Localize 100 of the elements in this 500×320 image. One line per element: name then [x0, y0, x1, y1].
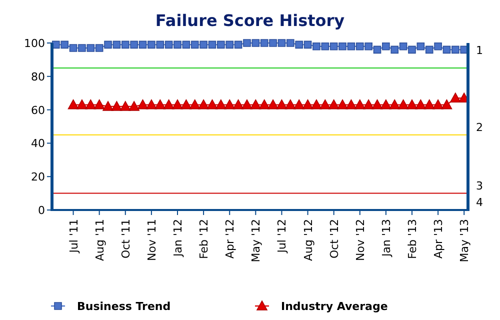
point: [364, 42, 372, 50]
point: [320, 99, 331, 110]
point: [224, 99, 236, 110]
y-tick-label: 20: [31, 170, 45, 184]
point: [425, 46, 434, 54]
point: [294, 99, 304, 110]
y-tick-label: 80: [31, 70, 45, 84]
point: [94, 99, 105, 110]
point: [102, 101, 114, 111]
x-tick-label: May '12: [250, 219, 263, 262]
x-tick-label: Aug '11: [93, 219, 106, 261]
point: [321, 42, 330, 50]
point: [85, 99, 96, 110]
chart-title: Failure Score History: [155, 11, 346, 30]
point: [382, 42, 390, 50]
legend-label: Industry Average: [281, 300, 388, 313]
point: [346, 99, 357, 110]
point: [337, 99, 348, 110]
point: [95, 44, 104, 52]
point: [276, 99, 288, 110]
point: [104, 40, 112, 49]
x-tick-label: Nov '11: [145, 219, 158, 261]
point: [200, 40, 208, 49]
point: [216, 99, 226, 110]
point: [398, 99, 409, 110]
point: [208, 40, 216, 49]
point: [389, 99, 400, 110]
x-tick-label: Nov '12: [354, 219, 367, 261]
y-tick-label: 60: [31, 104, 45, 117]
x-tick-label: Oct '12: [328, 219, 341, 259]
point: [146, 99, 157, 110]
point: [330, 42, 338, 50]
point: [260, 39, 268, 47]
point: [76, 99, 88, 110]
x-tick-label: May '13: [458, 219, 472, 262]
point: [311, 99, 322, 110]
point: [415, 99, 426, 110]
point: [452, 46, 460, 54]
point: [226, 40, 234, 49]
x-tick-label: Aug '12: [302, 219, 315, 261]
point: [130, 40, 138, 49]
point: [284, 99, 296, 110]
text: 1: [476, 44, 483, 58]
point: [232, 99, 244, 110]
point: [163, 99, 174, 110]
point: [380, 99, 392, 110]
point: [60, 40, 68, 49]
x-tick-label: Jan '13: [380, 219, 393, 258]
point: [302, 99, 314, 110]
point: [121, 40, 130, 49]
point: [190, 40, 199, 49]
point: [312, 42, 320, 50]
x-tick-label: Jul '12: [276, 219, 289, 254]
point: [258, 99, 270, 110]
legend-label: Business Trend: [77, 300, 171, 313]
point: [243, 39, 251, 47]
x-tick-label: Apr '13: [432, 219, 446, 259]
point: [120, 101, 131, 111]
point: [408, 46, 416, 54]
point: [347, 42, 356, 50]
point: [182, 40, 190, 49]
point: [373, 46, 382, 54]
text: 4: [476, 196, 483, 209]
point: [69, 44, 78, 52]
point: [198, 99, 209, 110]
point: [137, 99, 148, 110]
point: [164, 40, 173, 49]
point: [269, 39, 277, 47]
point: [174, 40, 182, 49]
point: [128, 101, 140, 111]
point: [295, 40, 303, 49]
point: [154, 99, 166, 110]
point: [442, 46, 451, 54]
point: [156, 40, 164, 49]
point: [286, 39, 294, 47]
point: [189, 99, 200, 110]
point: [86, 44, 95, 52]
point: [399, 42, 408, 50]
point: [304, 40, 312, 49]
point: [338, 42, 346, 50]
point: [250, 99, 262, 110]
point: [268, 99, 278, 110]
point: [416, 42, 425, 50]
point: [206, 99, 218, 110]
x-tick-label: Feb '13: [406, 219, 419, 259]
point: [234, 40, 242, 49]
x-tick-label: Jan '12: [171, 219, 184, 258]
point: [112, 40, 121, 49]
point: [68, 99, 79, 110]
point: [242, 99, 252, 110]
point: [432, 99, 444, 110]
point: [390, 46, 399, 54]
x-tick-label: Jul '11: [67, 219, 80, 254]
point: [252, 39, 260, 47]
point: [278, 39, 286, 47]
point: [406, 99, 418, 110]
x-tick-label: Oct '11: [119, 219, 132, 259]
point: [354, 99, 366, 110]
point: [372, 99, 383, 110]
point: [328, 99, 340, 110]
